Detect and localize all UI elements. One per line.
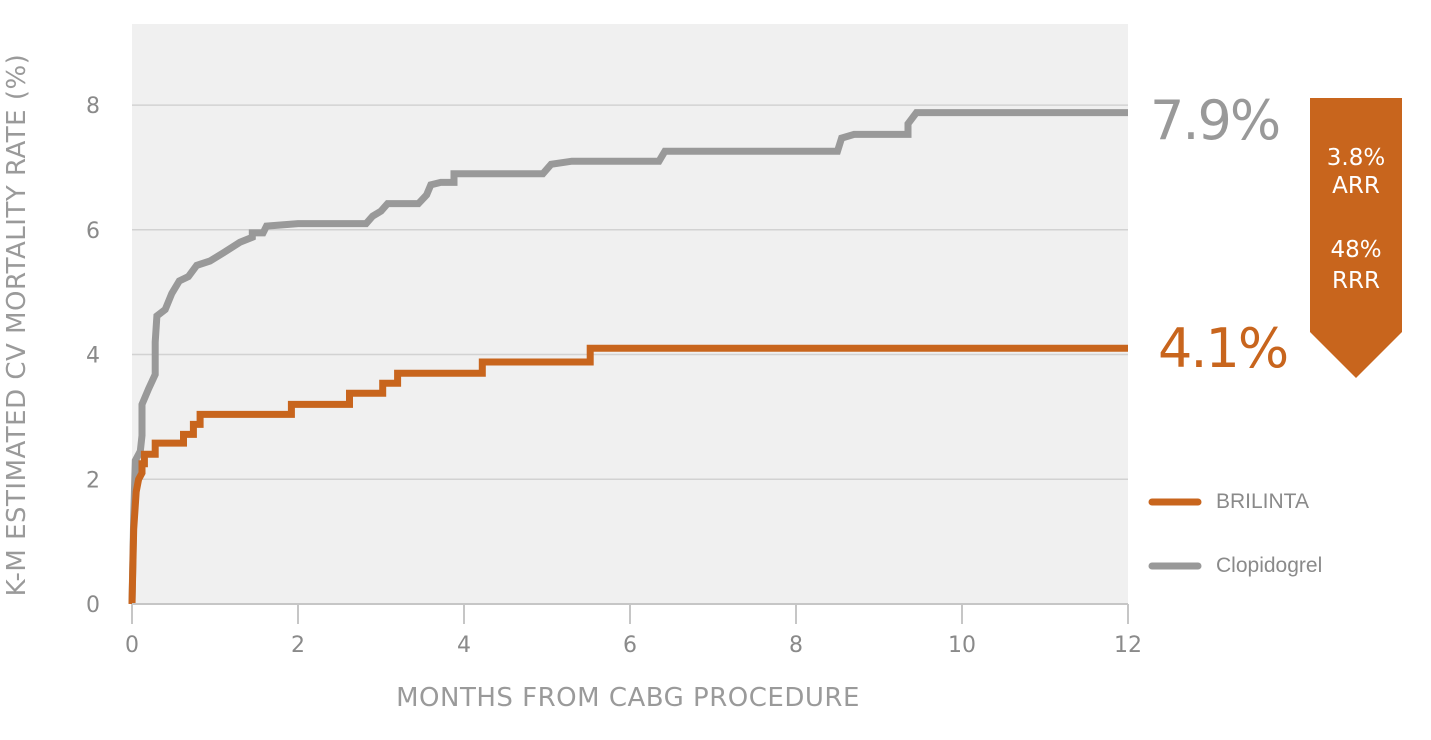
y-tick-label: 4 <box>86 344 100 369</box>
x-tick-label: 8 <box>789 633 803 658</box>
y-tick-label: 8 <box>86 94 100 119</box>
legend-label-clopidogrel: Clopidogrel <box>1216 554 1322 577</box>
axis-lines <box>131 603 1129 624</box>
x-tick-label: 2 <box>291 633 305 658</box>
gridlines <box>132 104 1128 481</box>
series-lines <box>128 109 1128 605</box>
rrr-value: 48% <box>1330 237 1381 263</box>
clopidogrel-end-label: 7.9% <box>1150 89 1279 152</box>
arr-value: 3.8% <box>1327 145 1385 171</box>
legend-label-brilinta: BRILINTA <box>1216 490 1309 513</box>
x-tick-label: 12 <box>1114 633 1142 658</box>
x-tick-label: 6 <box>623 633 637 658</box>
x-tick-label: 10 <box>948 633 976 658</box>
brilinta-end-label: 4.1% <box>1158 317 1287 380</box>
arr-label: ARR <box>1332 173 1380 199</box>
tick-labels: 0 2 4 6 8 0 2 4 6 8 10 12 <box>86 94 1142 658</box>
x-axis-title: MONTHS FROM CABG PROCEDURE <box>396 683 860 713</box>
series-line-clopidogrel <box>128 109 1128 605</box>
plot-area <box>132 24 1128 604</box>
reduction-badge-arrow <box>1310 98 1402 378</box>
series-line-brilinta <box>128 344 1128 605</box>
y-tick-label: 6 <box>86 219 100 244</box>
legend: BRILINTA Clopidogrel <box>1148 490 1322 577</box>
x-tick-label: 0 <box>125 633 139 658</box>
y-axis-title: K-M ESTIMATED CV MORTALITY RATE (%) <box>2 54 32 597</box>
x-tick-label: 4 <box>457 633 471 658</box>
reduction-badge: 3.8% ARR 48% RRR <box>1310 98 1402 378</box>
rrr-label: RRR <box>1332 268 1380 294</box>
y-tick-label: 0 <box>86 593 100 618</box>
y-tick-label: 2 <box>86 468 100 493</box>
